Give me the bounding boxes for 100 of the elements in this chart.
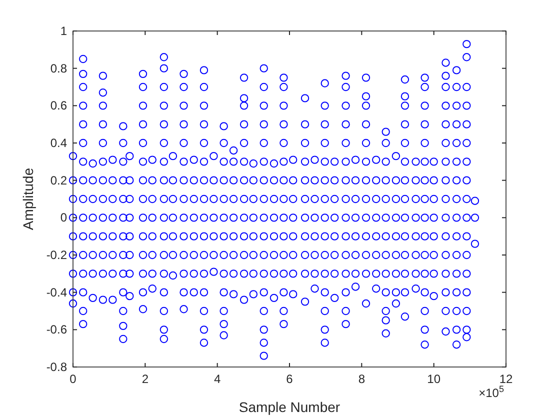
point: [351, 214, 360, 222]
point: [442, 288, 450, 296]
point: [108, 214, 117, 222]
point: [79, 194, 88, 204]
point: [168, 250, 178, 260]
point: [310, 194, 319, 204]
point: [210, 250, 218, 260]
point: [462, 270, 471, 278]
point: [300, 194, 310, 204]
point: [79, 250, 88, 260]
point: [210, 268, 218, 276]
point: [372, 232, 380, 240]
point: [260, 250, 268, 260]
point: [300, 250, 310, 260]
point: [138, 194, 148, 204]
point: [400, 138, 410, 148]
point: [108, 194, 117, 204]
point: [148, 270, 156, 278]
point: [320, 79, 329, 88]
point: [300, 176, 310, 184]
point: [88, 270, 97, 278]
point: [200, 66, 208, 74]
point: [362, 270, 370, 278]
point: [229, 194, 238, 204]
point: [200, 194, 208, 204]
point: [200, 270, 208, 278]
point: [200, 214, 208, 222]
point: [229, 158, 238, 166]
point: [400, 102, 410, 110]
point: [462, 158, 471, 166]
point: [260, 102, 268, 110]
point: [320, 102, 329, 110]
point: [160, 326, 168, 334]
point: [420, 138, 429, 148]
point: [400, 120, 410, 128]
point: [240, 232, 248, 240]
point: [138, 176, 148, 184]
point: [148, 284, 156, 293]
point: [300, 298, 310, 306]
point: [270, 270, 278, 278]
point: [180, 194, 188, 204]
y-tick-label: 1: [60, 24, 68, 38]
point: [310, 214, 319, 222]
point: [260, 82, 268, 92]
point: [79, 158, 88, 166]
point: [412, 250, 420, 260]
point: [452, 250, 461, 260]
point: [79, 232, 88, 240]
point: [372, 284, 380, 293]
point: [420, 82, 429, 92]
point: [220, 306, 228, 316]
point: [79, 306, 88, 316]
point: [372, 176, 380, 184]
point: [430, 194, 438, 204]
point: [300, 270, 310, 278]
point: [148, 176, 156, 184]
point: [68, 270, 78, 278]
point: [180, 82, 188, 92]
point: [330, 294, 339, 302]
point: [79, 270, 88, 278]
point: [320, 232, 329, 240]
point: [310, 270, 319, 278]
point: [442, 194, 450, 204]
y-tick-label: 0.2: [50, 173, 68, 188]
point: [260, 338, 268, 347]
point: [160, 270, 168, 278]
point: [300, 232, 310, 240]
point: [280, 138, 288, 148]
point: [342, 320, 350, 328]
point: [270, 214, 278, 222]
point: [180, 138, 188, 148]
point: [210, 176, 218, 184]
point: [342, 288, 350, 296]
point: [362, 120, 370, 128]
point: [220, 122, 228, 130]
point: [280, 320, 288, 328]
point: [420, 306, 429, 316]
point: [351, 156, 360, 164]
point: [420, 214, 429, 222]
point: [462, 53, 471, 62]
point: [148, 250, 156, 260]
point: [430, 270, 438, 278]
point: [289, 290, 298, 298]
point: [362, 232, 370, 240]
point: [462, 176, 471, 184]
point: [420, 270, 429, 278]
y-tick-label: 0.6: [50, 98, 68, 113]
point: [442, 158, 450, 166]
point: [210, 194, 218, 204]
point: [119, 214, 128, 222]
point: [300, 158, 310, 166]
point: [289, 270, 298, 278]
point: [382, 270, 390, 278]
point: [400, 176, 410, 184]
point: [392, 250, 400, 260]
point: [79, 214, 88, 222]
point: [280, 306, 288, 316]
point: [392, 299, 400, 308]
point: [442, 72, 450, 80]
y-tick-label: -0.6: [46, 322, 68, 337]
